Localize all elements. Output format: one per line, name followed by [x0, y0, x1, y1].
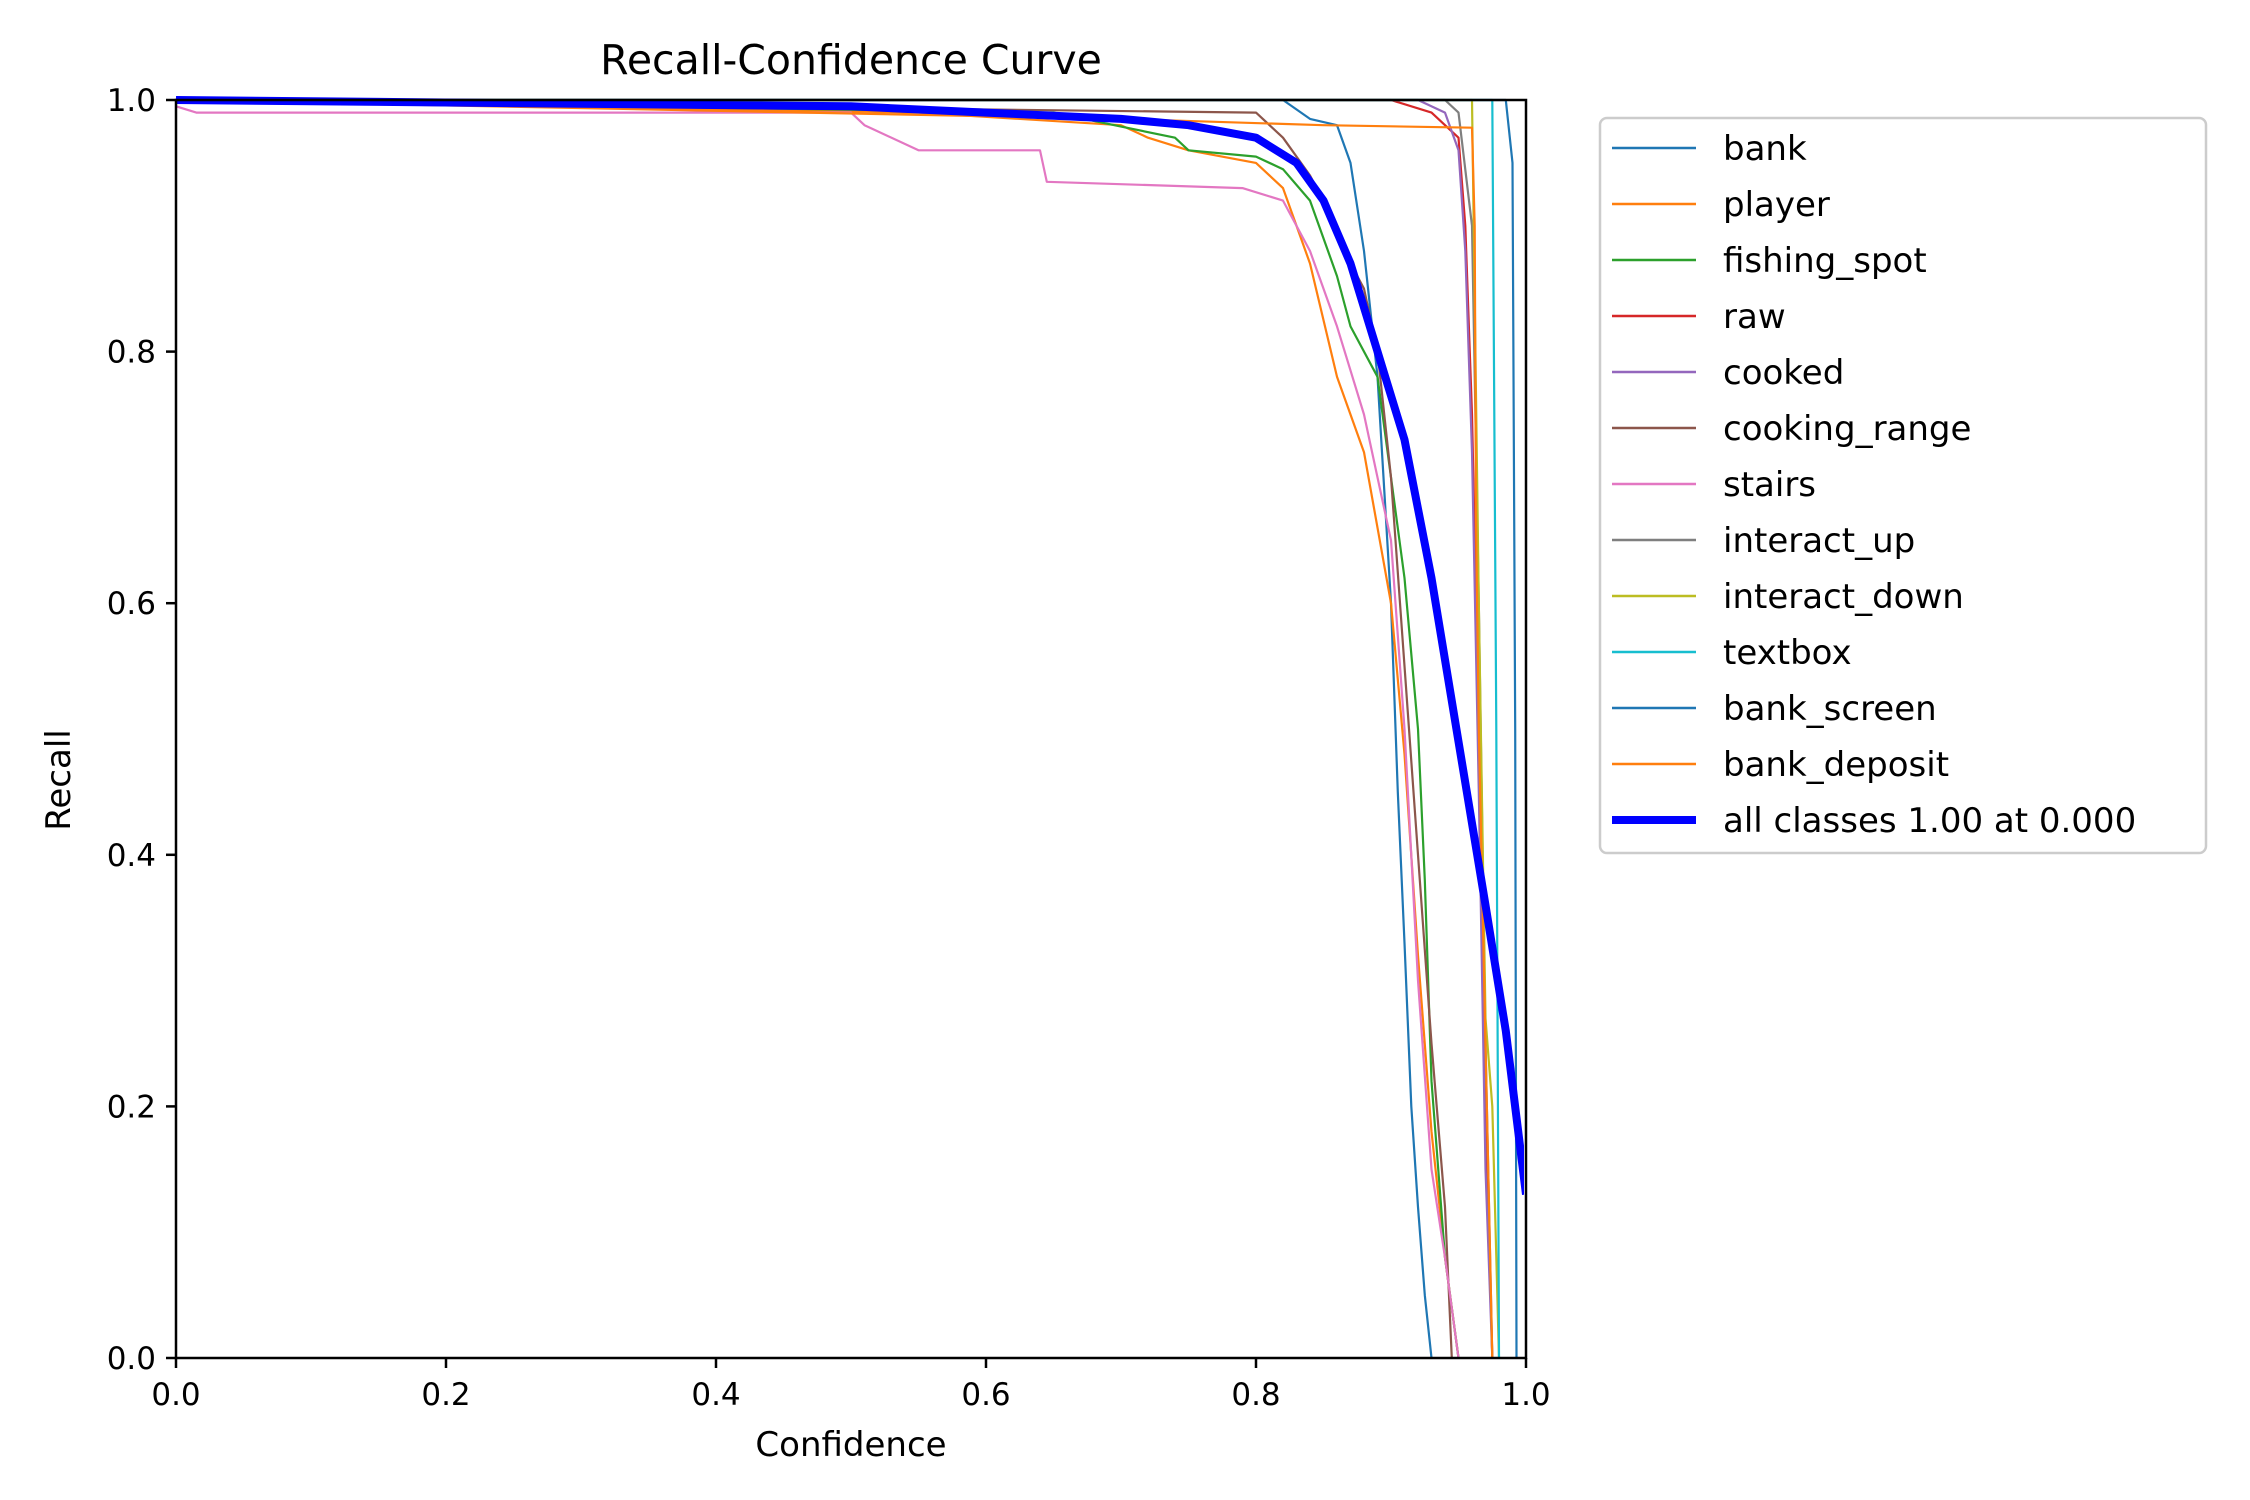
- legend-label: bank: [1723, 129, 1807, 169]
- legend-label: bank_deposit: [1723, 745, 1949, 785]
- series-line-stairs: [175, 105, 1460, 1359]
- legend-label: stairs: [1723, 465, 1816, 505]
- series-line-bank: [176, 98, 1433, 1359]
- legend-label: interact_up: [1723, 521, 1915, 561]
- x-tick-label: 0.8: [1231, 1377, 1280, 1413]
- x-tick-label: 0.6: [961, 1377, 1010, 1413]
- legend-box: [1598, 116, 2208, 855]
- y-tick-label: 0.6: [107, 586, 156, 622]
- chart-title: Recall-Confidence Curve: [600, 36, 1102, 84]
- legend-label: cooked: [1723, 353, 1844, 393]
- series-line-player: [175, 98, 1460, 1359]
- plot-area: [174, 96, 1528, 1360]
- y-tick-label: 0.2: [107, 1089, 156, 1125]
- legend-label: cooking_range: [1723, 409, 1971, 449]
- legend-label: player: [1723, 185, 1830, 225]
- y-tick-label: 0.4: [107, 838, 156, 874]
- series-line-fishing-spot: [175, 98, 1460, 1359]
- plot-frame: [174, 98, 1528, 1360]
- x-tick-label: 0.2: [421, 1377, 470, 1413]
- legend-label: textbox: [1723, 633, 1852, 673]
- x-tick-label: 1.0: [1501, 1377, 1550, 1413]
- series-line-bank-deposit: [175, 98, 1494, 1359]
- y-axis-label: Recall: [39, 729, 79, 830]
- legend-label: raw: [1723, 297, 1786, 337]
- series-line-cooked: [176, 98, 1494, 1359]
- legend-label: bank_screen: [1723, 689, 1937, 729]
- y-tick-label: 0.8: [107, 335, 156, 371]
- x-axis-label: Confidence: [755, 1425, 946, 1465]
- x-tick-label: 0.0: [151, 1377, 200, 1413]
- x-tick-label: 0.4: [691, 1377, 740, 1413]
- y-tick-label: 1.0: [107, 83, 156, 119]
- legend-label: all classes 1.00 at 0.000: [1723, 801, 2136, 841]
- axis-ticks: 0.0 0.2 0.4 0.6 0.8 1.0 0.0 0.2 0.4 0.6 0.8 1.0: [107, 83, 1551, 1413]
- legend-label: fishing_spot: [1723, 241, 1927, 281]
- y-tick-label: 0.0: [107, 1341, 156, 1377]
- series-line-all-classes-1-00-at-0-000: [175, 96, 1524, 1195]
- legend-label: interact_down: [1723, 577, 1964, 617]
